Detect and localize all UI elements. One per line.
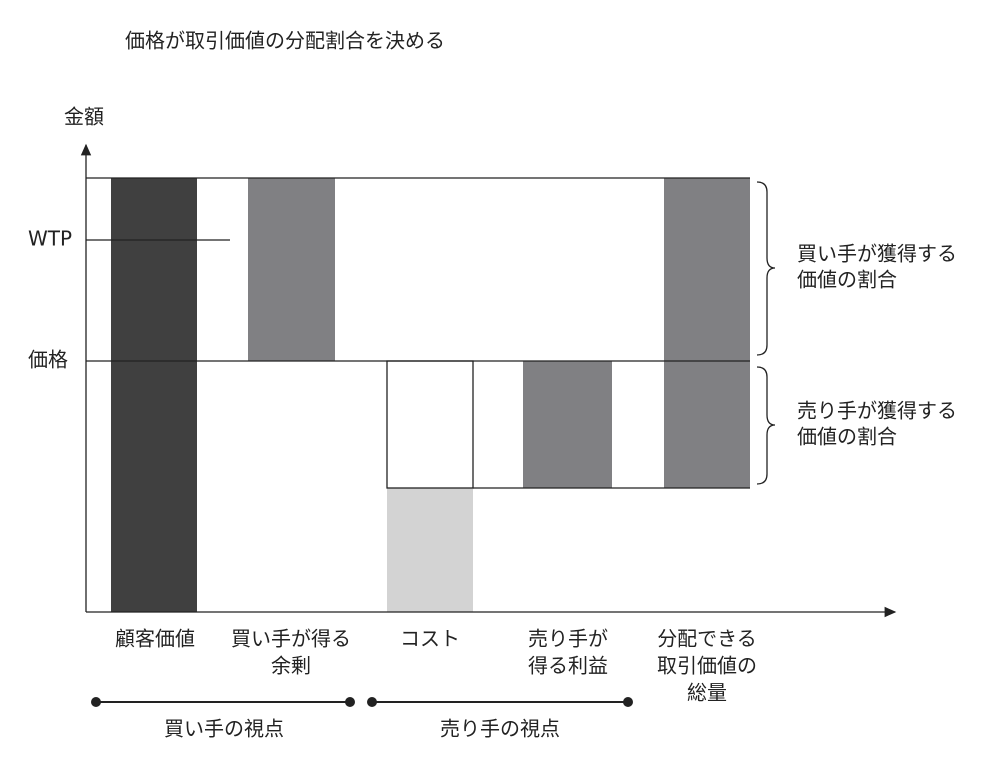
dot [623,697,633,707]
brace [756,366,776,485]
seller-profit-bar [523,361,612,488]
cost-bar [387,488,473,612]
category-label: コスト [400,627,460,651]
dot [345,697,355,707]
category-label: 余剰 [271,654,311,678]
brace-label: 売り手が獲得する [797,399,957,423]
level-label: 価格 [28,348,68,372]
category-label: 取引価値の [657,654,757,678]
y-axis-label: 金額 [64,105,104,129]
total-value-bar [664,178,750,488]
dot [91,697,101,707]
category-label: 得る利益 [528,654,608,678]
category-label: 総量 [687,681,727,705]
category-label: 分配できる [657,627,757,651]
brace-label: 価値の割合 [797,425,897,449]
category-label: 買い手が得る [231,627,351,651]
dot [367,697,377,707]
category-label: 顧客価値 [115,627,195,651]
brace-label: 買い手が獲得する [797,242,957,266]
brace-label: 価値の割合 [797,268,897,292]
brace [756,181,776,356]
cost-box [386,360,474,489]
title: 価格が取引価値の分配割合を決める [125,29,445,53]
category-label: 売り手が [528,627,608,651]
customer-value-bar [111,178,197,612]
perspective-label: 売り手の視点 [440,717,560,741]
perspective-label: 買い手の視点 [164,717,284,741]
level-label: WTP [28,227,72,251]
buyer-surplus-bar [248,178,335,361]
